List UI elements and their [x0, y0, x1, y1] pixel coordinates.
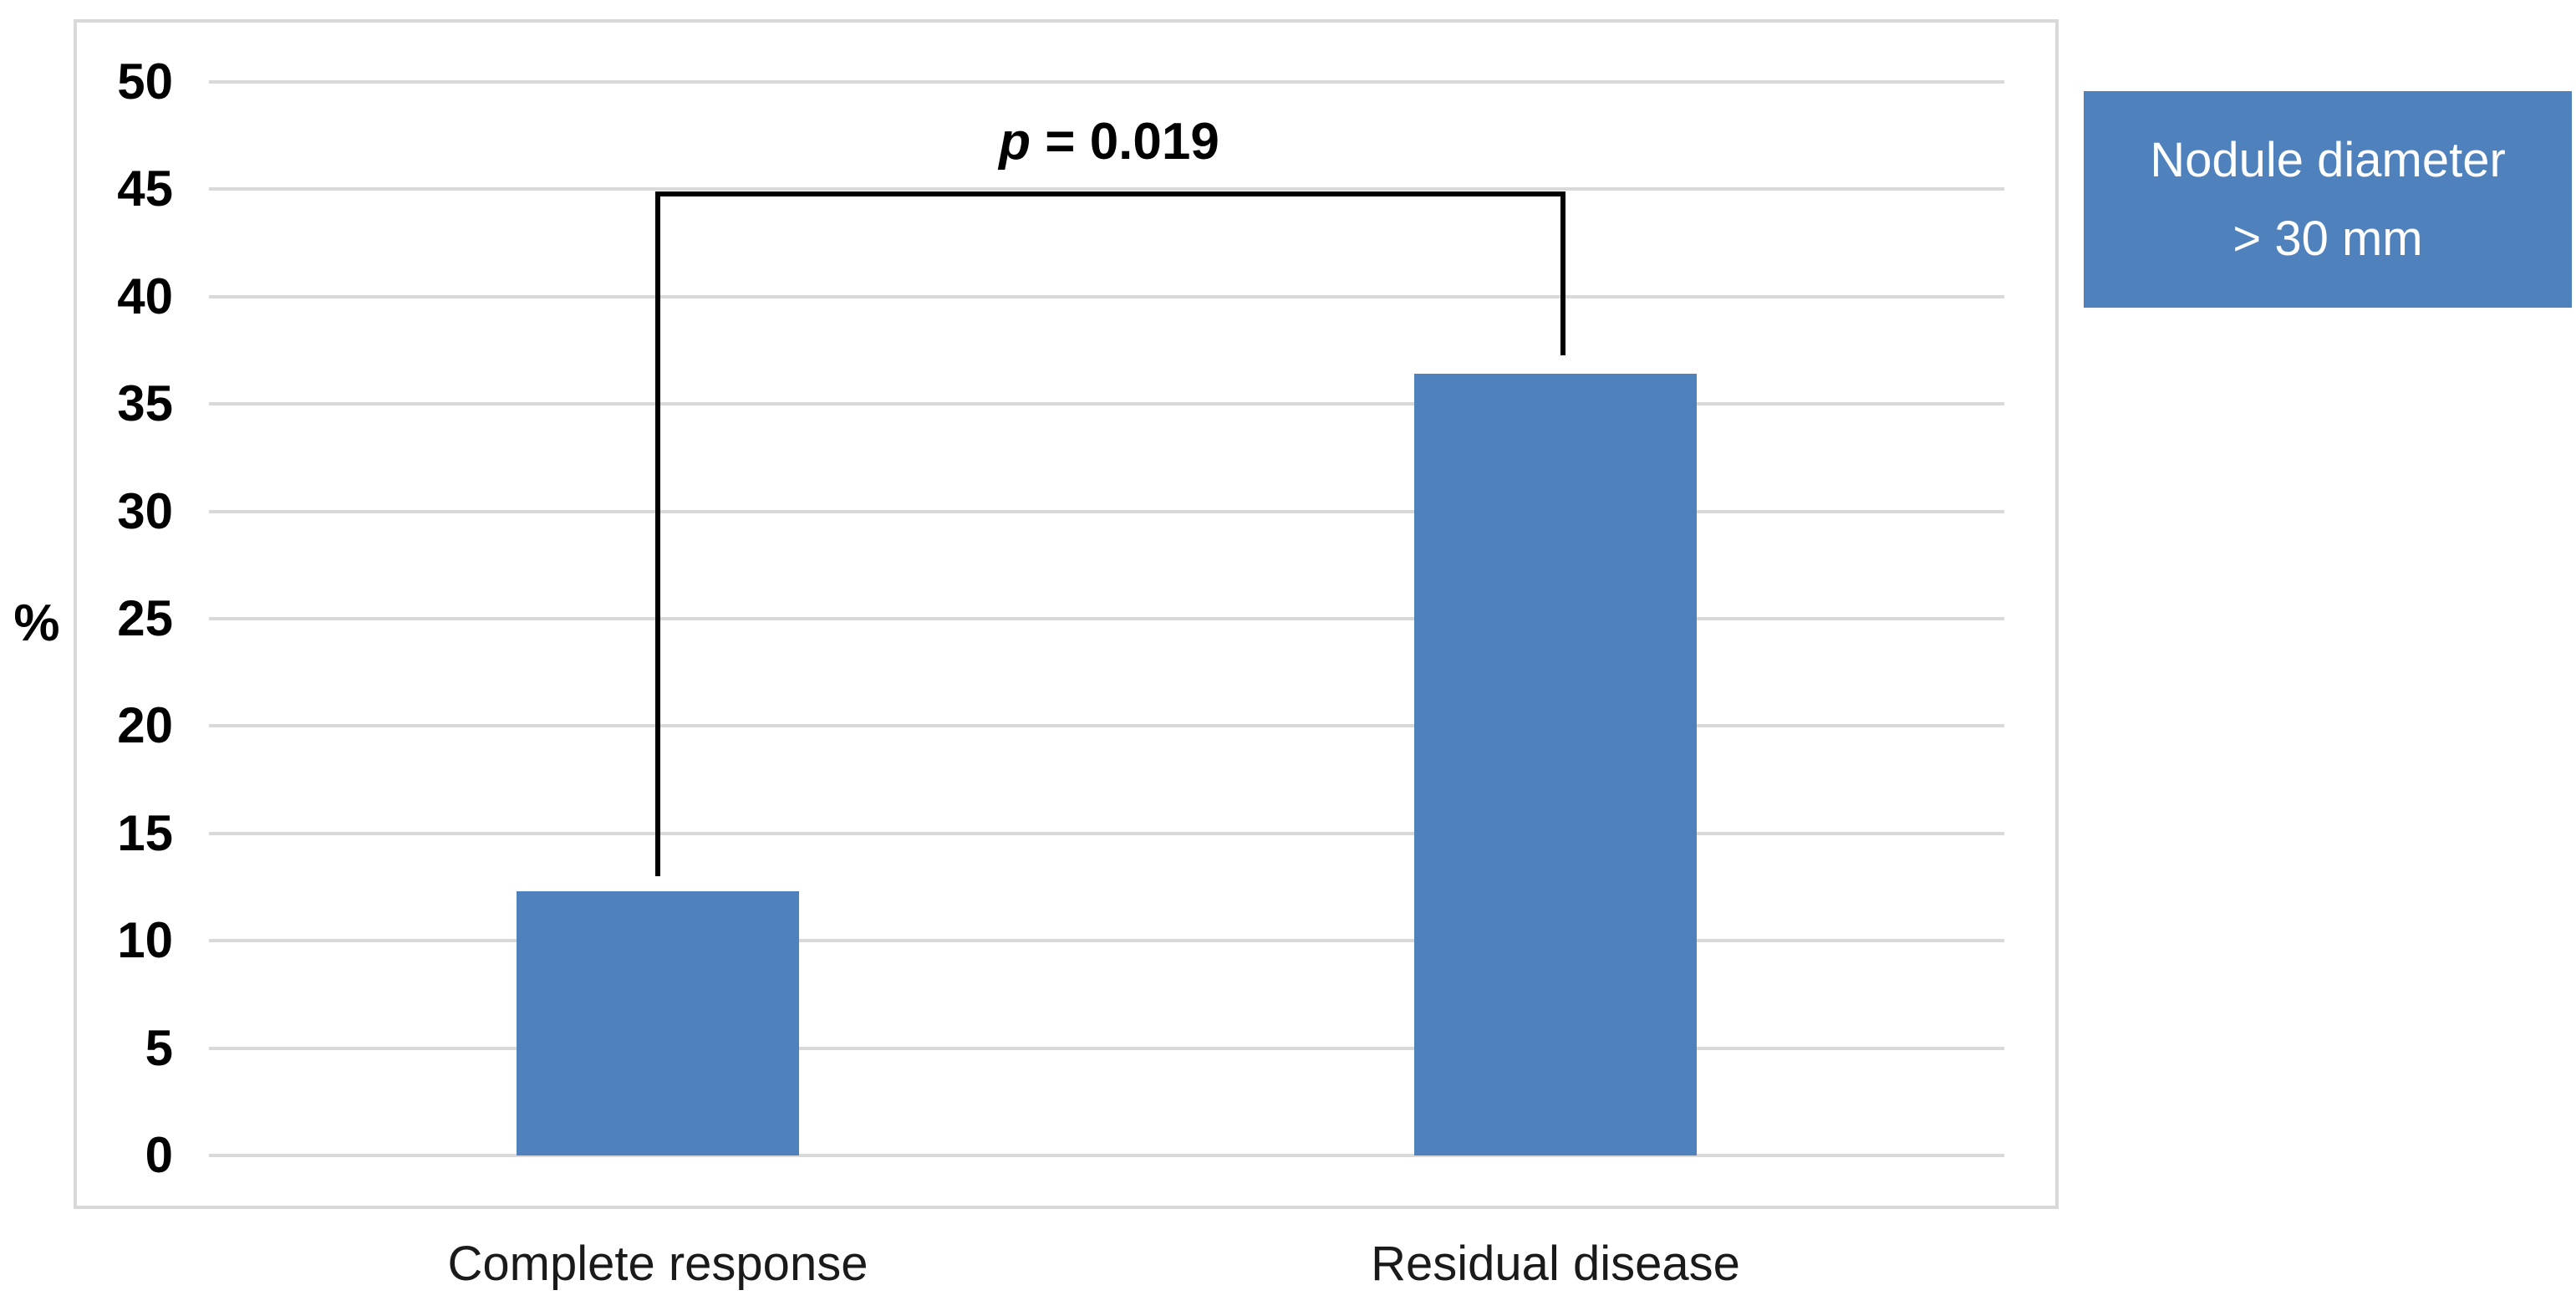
y-tick-label-25: 25	[117, 590, 173, 646]
bar-residual-disease	[1414, 374, 1697, 1155]
y-axis-label: %	[13, 594, 60, 652]
legend-box: Nodule diameter > 30 mm	[2084, 91, 2572, 308]
chart-frame	[74, 19, 2059, 1209]
gridline-10	[209, 939, 2004, 943]
x-category-label-residual-disease: Residual disease	[1371, 1237, 1740, 1291]
y-tick-label-30: 30	[117, 482, 173, 539]
p-value-text: = 0.019	[1031, 113, 1219, 171]
gridline-30	[209, 509, 2004, 513]
significance-bracket-left-drop	[655, 191, 660, 876]
legend-line-2: > 30 mm	[2232, 211, 2423, 266]
significance-bracket-horizontal	[655, 191, 1565, 196]
y-tick-label-45: 45	[117, 161, 173, 217]
y-tick-label-10: 10	[117, 912, 173, 969]
y-tick-label-35: 35	[117, 375, 173, 432]
x-category-label-complete-response: Complete response	[447, 1237, 868, 1291]
y-tick-label-50: 50	[117, 54, 173, 110]
gridline-50	[209, 80, 2004, 84]
gridline-35	[209, 402, 2004, 406]
y-tick-label-40: 40	[117, 268, 173, 324]
y-tick-label-20: 20	[117, 697, 173, 754]
y-tick-label-15: 15	[117, 804, 173, 861]
significance-bracket-right-drop	[1560, 191, 1565, 355]
gridline-45	[209, 187, 2004, 191]
p-symbol: p	[999, 113, 1031, 171]
bar-complete-response	[517, 891, 799, 1155]
y-tick-label-5: 5	[145, 1019, 173, 1076]
gridline-20	[209, 724, 2004, 728]
gridline-25	[209, 617, 2004, 620]
y-tick-label-0: 0	[145, 1127, 173, 1183]
legend-line-1: Nodule diameter	[2150, 132, 2506, 187]
gridline-15	[209, 831, 2004, 835]
gridline-0	[209, 1154, 2004, 1157]
gridline-5	[209, 1046, 2004, 1050]
gridline-40	[209, 294, 2004, 298]
p-value-annotation: p = 0.019	[858, 107, 1360, 177]
